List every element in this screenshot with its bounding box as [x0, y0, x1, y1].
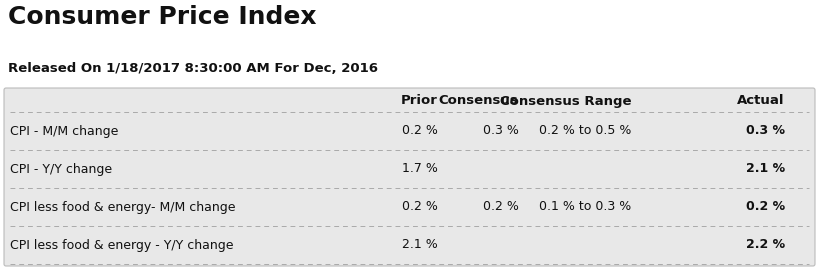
Text: 2.1 %: 2.1 %	[402, 239, 437, 251]
Text: CPI less food & energy- M/M change: CPI less food & energy- M/M change	[10, 200, 236, 214]
Text: 0.3 %: 0.3 %	[482, 125, 518, 137]
Text: 0.2 %: 0.2 %	[482, 200, 518, 214]
Text: 0.2 % to 0.5 %: 0.2 % to 0.5 %	[539, 125, 631, 137]
Text: CPI less food & energy - Y/Y change: CPI less food & energy - Y/Y change	[10, 239, 233, 251]
Text: 2.1 %: 2.1 %	[745, 162, 785, 176]
Text: Consensus: Consensus	[439, 95, 518, 107]
Text: Consumer Price Index: Consumer Price Index	[8, 5, 316, 29]
Text: CPI - M/M change: CPI - M/M change	[10, 125, 119, 137]
Text: Prior: Prior	[400, 95, 437, 107]
Text: 0.2 %: 0.2 %	[745, 200, 785, 214]
Text: 2.2 %: 2.2 %	[745, 239, 785, 251]
Text: Released On 1/18/2017 8:30:00 AM For Dec, 2016: Released On 1/18/2017 8:30:00 AM For Dec…	[8, 62, 378, 75]
Text: 1.7 %: 1.7 %	[402, 162, 437, 176]
Text: 0.2 %: 0.2 %	[402, 125, 437, 137]
Text: Actual: Actual	[737, 95, 785, 107]
Text: Consensus Range: Consensus Range	[500, 95, 631, 107]
Text: 0.3 %: 0.3 %	[746, 125, 785, 137]
FancyBboxPatch shape	[4, 88, 815, 266]
Text: 0.1 % to 0.3 %: 0.1 % to 0.3 %	[539, 200, 631, 214]
Text: CPI - Y/Y change: CPI - Y/Y change	[10, 162, 112, 176]
Text: 0.2 %: 0.2 %	[402, 200, 437, 214]
